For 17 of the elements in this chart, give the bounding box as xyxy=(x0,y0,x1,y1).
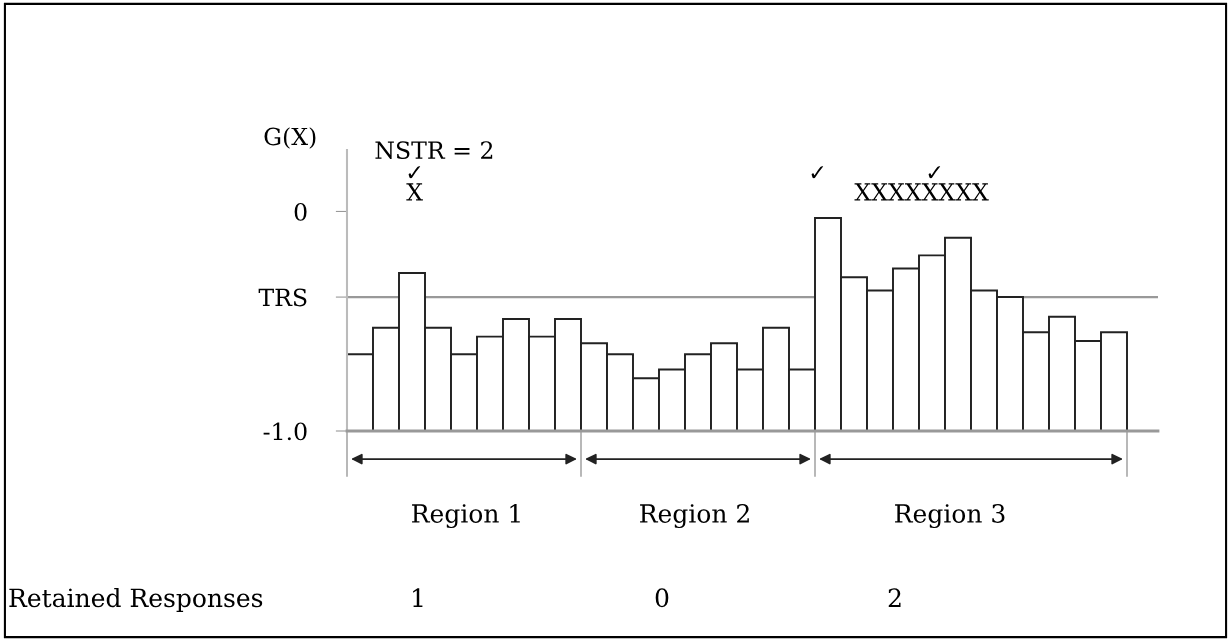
text: Retained Responses xyxy=(9,587,263,613)
text: Region 3 xyxy=(895,503,1005,529)
text: 2 xyxy=(888,588,901,607)
annotation: ✓ xyxy=(811,166,824,179)
annotation: ✓ xyxy=(408,166,421,179)
annotation: NSTR = 2 xyxy=(375,141,493,160)
annotation: ✓ xyxy=(928,166,941,179)
y-tick-label: TRS xyxy=(258,288,307,307)
text: Region 1 xyxy=(412,503,520,529)
annotation: X xyxy=(406,183,423,201)
y-tick-label: 0 xyxy=(294,202,307,221)
y-tick-label: -1.0 xyxy=(263,422,307,441)
text: 1 xyxy=(413,588,423,607)
annotation: XXXXXXXX xyxy=(854,183,989,201)
y-axis-title: G(X) xyxy=(264,127,316,149)
text: 0 xyxy=(655,588,669,608)
text: Region 2 xyxy=(640,503,749,529)
